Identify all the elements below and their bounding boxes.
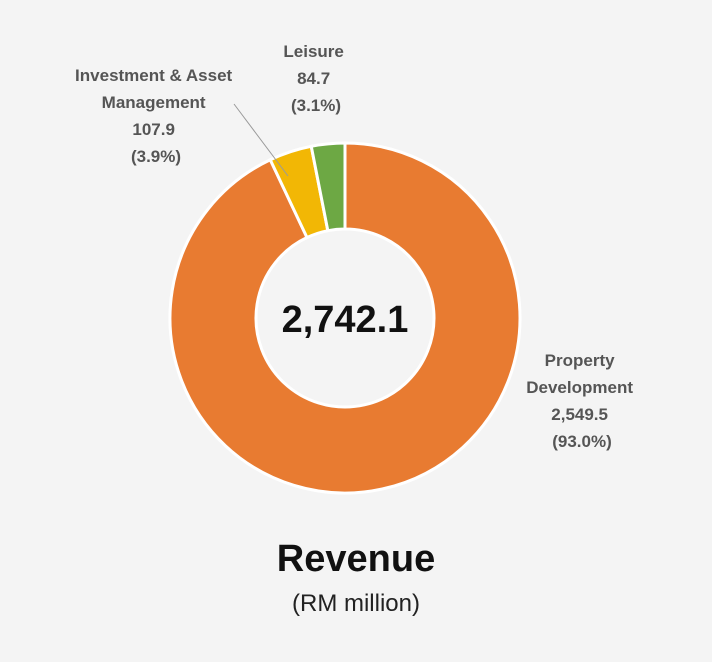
value-label: 84.7 — [297, 69, 330, 88]
value-label: 107.9 — [132, 120, 175, 139]
label-investment-asset-management: Investment & Asset Management 107.9 (3.9… — [75, 66, 237, 166]
slice-leisure — [309, 141, 347, 233]
chart-subtitle: (RM million) — [292, 590, 420, 617]
percent-label: (93.0%) — [552, 432, 612, 451]
slice-property-development — [168, 141, 522, 495]
label-line: Management — [102, 93, 206, 112]
label-line: Property — [545, 351, 615, 370]
percent-label: (3.9%) — [131, 147, 181, 166]
center-total: 2,742.1 — [282, 299, 409, 341]
label-property-development: Property Development 2,549.5 (93.0%) — [526, 351, 637, 451]
percent-label: (3.1%) — [291, 96, 341, 115]
donut-slices — [168, 141, 522, 495]
label-line: Leisure — [283, 42, 343, 61]
chart-title: Revenue — [276, 538, 436, 580]
label-line: Development — [526, 378, 633, 397]
leader-line-investment — [233, 103, 289, 177]
label-line: Investment & Asset — [75, 66, 232, 85]
value-label: 2,549.5 — [551, 405, 608, 424]
label-leisure: Leisure 84.7 (3.1%) — [283, 42, 348, 115]
